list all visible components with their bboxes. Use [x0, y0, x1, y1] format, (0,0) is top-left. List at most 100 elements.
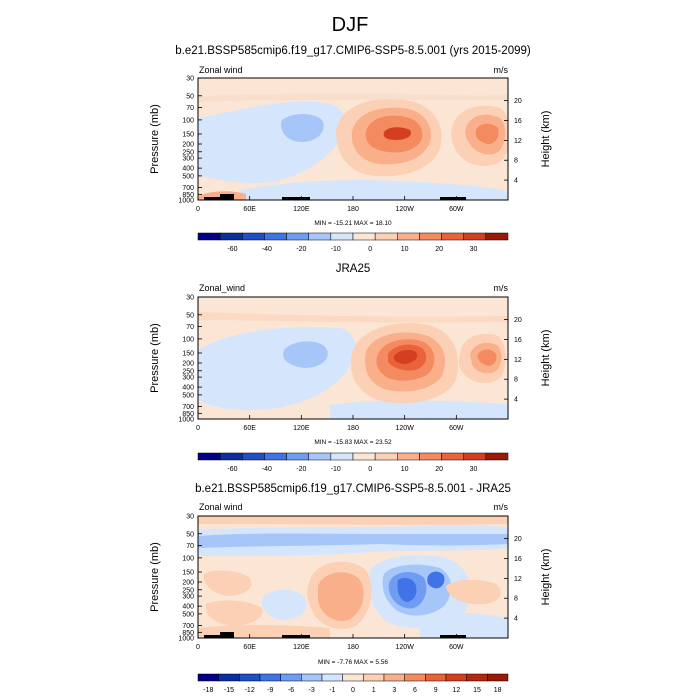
y-tick-label: 70 — [186, 324, 194, 331]
y-tick-label: 200 — [182, 361, 194, 368]
colorbar-label: 10 — [401, 466, 409, 473]
colorbar-label: 20 — [435, 246, 443, 253]
colorbar-swatch — [487, 673, 509, 682]
y-tick-label: 100 — [182, 555, 194, 562]
y2-tick-label: 12 — [514, 576, 522, 583]
y-tick-label: 30 — [186, 76, 194, 83]
colorbar-label: 30 — [470, 466, 478, 473]
colorbar-swatch — [463, 232, 487, 241]
colorbar-label: 0 — [368, 246, 372, 253]
y-tick-label: 200 — [182, 580, 194, 587]
x-tick-label: 0 — [196, 206, 200, 213]
y-tick-label: 300 — [182, 156, 194, 163]
colorbar-label: -12 — [245, 687, 255, 694]
panel-1-atlantic-jet-core — [475, 123, 499, 144]
panel-1-topography — [204, 194, 466, 200]
y-tick-label: 30 — [186, 295, 194, 302]
x-tick-label: 120E — [293, 644, 310, 651]
panel-3-min-max: MIN = -7.76 MAX = 5.56 — [318, 659, 388, 666]
colorbar-label: 15 — [473, 687, 481, 694]
x-tick-label: 0 — [196, 425, 200, 432]
colorbar-swatch — [352, 452, 376, 461]
colorbar-label: 30 — [470, 246, 478, 253]
colorbar-label: -3 — [309, 687, 315, 694]
panel-3-top-positive — [198, 516, 508, 525]
colorbar-swatch — [397, 232, 420, 241]
panel-3-units-label: m/s — [494, 502, 509, 512]
y-tick-label: 500 — [182, 392, 194, 399]
y-tick-label: 400 — [182, 385, 194, 392]
colorbar-swatch — [342, 673, 364, 682]
y2-tick-label: 12 — [514, 138, 522, 145]
y2-tick-label: 12 — [514, 357, 522, 364]
colorbar-swatch — [485, 232, 509, 241]
panel-2-units-label: m/s — [494, 283, 509, 293]
colorbar-swatch — [197, 452, 221, 461]
y-axis-label: Pressure (mb) — [149, 104, 161, 174]
colorbar-label: -40 — [262, 466, 272, 473]
panel-1-min-max: MIN = -15.21 MAX = 18.10 — [314, 220, 392, 227]
colorbar-label: -1 — [329, 687, 335, 694]
panel-3: b.e21.BSSP585cmip6.f19_g17.CMIP6-SSP5-8.… — [149, 483, 552, 694]
panel-2-stratosphere-tint — [198, 312, 508, 323]
y-tick-label: 400 — [182, 166, 194, 173]
colorbar-swatch — [264, 232, 287, 241]
x-tick-label: 60E — [243, 644, 256, 651]
x-tick-label: 120W — [396, 206, 415, 213]
panel-3-contour-field — [198, 516, 508, 638]
y-tick-label: 70 — [186, 543, 194, 550]
colorbar-label: -18 — [203, 687, 213, 694]
colorbar-label: 18 — [494, 687, 502, 694]
colorbar-swatch — [330, 452, 354, 461]
panel-2-low-easterlies — [330, 400, 508, 419]
colorbar-swatch — [280, 673, 302, 682]
panel-2-easterly-core — [283, 341, 328, 368]
panel-3-mid-negative — [261, 589, 307, 621]
colorbar-swatch — [363, 673, 385, 682]
y2-tick-label: 4 — [514, 397, 518, 404]
x-tick-label: 60E — [243, 206, 256, 213]
colorbar-swatch — [441, 232, 464, 241]
colorbar-swatch — [242, 452, 265, 461]
colorbar-swatch — [419, 232, 442, 241]
colorbar-label: 6 — [413, 687, 417, 694]
y2-tick-label: 20 — [514, 317, 522, 324]
panel-1-units-label: m/s — [494, 65, 509, 75]
panel-3-title: b.e21.BSSP585cmip6.f19_g17.CMIP6-SSP5-8.… — [195, 483, 511, 495]
panel-3-positive-core — [318, 572, 364, 621]
y2-tick-label: 8 — [514, 158, 518, 165]
x-tick-label: 180 — [347, 425, 359, 432]
colorbar-swatch — [485, 452, 509, 461]
x-tick-label: 120W — [396, 425, 415, 432]
colorbar-swatch — [374, 452, 398, 461]
y-tick-label: 700 — [182, 404, 194, 411]
panel-1-jet-core — [383, 127, 412, 140]
y-tick-label: 1000 — [178, 198, 194, 205]
colorbar-swatch — [286, 232, 309, 241]
y-tick-label: 700 — [182, 185, 194, 192]
panel-1-tropopause-band — [198, 93, 508, 102]
y2-tick-label: 20 — [514, 98, 522, 105]
colorbar-swatch — [218, 673, 240, 682]
y-axis-label: Pressure (mb) — [149, 542, 161, 612]
panel-3-negative-core — [397, 578, 417, 602]
colorbar-swatch — [330, 232, 354, 241]
colorbar-label: 3 — [392, 687, 396, 694]
panel-1: b.e21.BSSP585cmip6.f19_g17.CMIP6-SSP5-8.… — [149, 45, 552, 253]
panel-2-min-max: MIN = -15.83 MAX = 23.52 — [314, 439, 392, 446]
y-tick-label: 400 — [182, 604, 194, 611]
figure-title: DJF — [331, 14, 369, 36]
colorbar-swatch — [219, 452, 243, 461]
y-tick-label: 1000 — [178, 636, 194, 643]
colorbar-swatch — [259, 673, 281, 682]
colorbar-swatch — [197, 232, 221, 241]
colorbar-swatch — [397, 452, 420, 461]
colorbar-swatch — [419, 452, 442, 461]
y-tick-label: 200 — [182, 142, 194, 149]
x-tick-label: 60W — [449, 206, 464, 213]
panel-2: JRA25 Zonal_wind m/s 3050701001502002503… — [149, 263, 552, 473]
y2-tick-label: 8 — [514, 377, 518, 384]
y-tick-label: 50 — [186, 312, 194, 319]
x-tick-label: 180 — [347, 206, 359, 213]
